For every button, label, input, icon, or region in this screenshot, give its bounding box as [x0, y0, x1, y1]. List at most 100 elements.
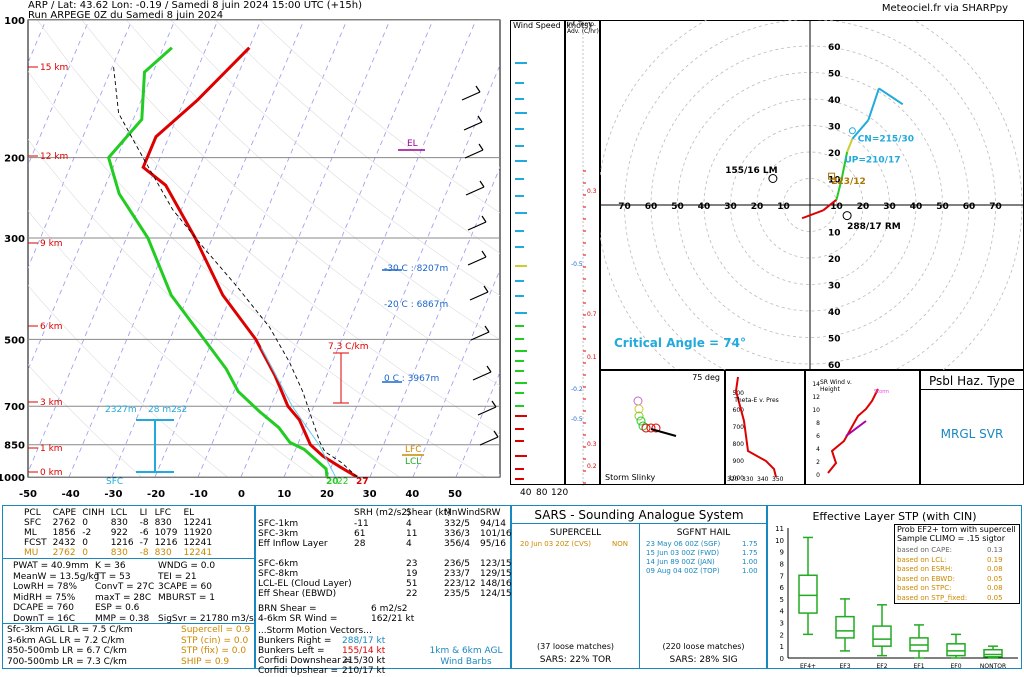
thermo-param: WNDG = 0.0 [158, 561, 216, 571]
adv-value: 0.3 [587, 441, 597, 448]
thermo-param: LowRH = 78% [13, 582, 78, 592]
thermo-param: SigSvr = 21780 m3/s3 [158, 613, 260, 624]
hodo-segment [878, 87, 904, 106]
hodo-tick-up: 50 [828, 70, 841, 80]
srw-htick: 10 [812, 407, 820, 414]
sars-hail-head: SGFNT HAIL [676, 528, 731, 538]
stp-ytick: 0 [780, 655, 784, 663]
motion-title: ...Storm Motion Vectors... [258, 626, 372, 636]
temp-tick: 20 [320, 489, 334, 500]
srw-htick: 4 [816, 446, 820, 453]
wind-barb [461, 85, 481, 101]
stp-prob-value: 0.05 [987, 574, 1003, 583]
thermo-cell: 922 [110, 528, 128, 538]
thermo-param: TT = 53 [95, 571, 131, 582]
hodo-tick-down: 10 [828, 229, 841, 239]
kinematics-panel: SRH (m2/s2) Shear (kt) MnWind SRW SFC-1km -11… [255, 505, 512, 676]
stp-panel: Effective Layer STP (with CIN) 0 1 2 3 4 5 6 7 8… [767, 505, 1022, 669]
temp-tick: 40 [405, 489, 419, 500]
wind-speed-title: Wind Speed (knots) [513, 21, 592, 30]
thermo-row: SFC 2762 0 830 -8 830 12241 [21, 518, 215, 528]
dry-adiabat [215, 20, 500, 254]
temp-tick: 0 [238, 489, 245, 500]
thermo-param: MidRH = 75% [13, 592, 76, 603]
brn-label: BRN Shear = [258, 604, 317, 614]
wind-barb [470, 325, 490, 341]
adv-value: 0.7 [587, 311, 597, 318]
kin-cell: 51 [406, 579, 418, 589]
sr-wind-panel: 14 12 10 8 6 4 2 0 Storm SR Wind v. Height [805, 370, 920, 485]
hodo-tick-right: 10 [830, 202, 843, 212]
dry-adiabat [37, 20, 500, 435]
height-label: 15 km [40, 63, 68, 73]
stp-prob-value: 0.19 [987, 555, 1003, 564]
lapse-label: 7.3 C/km [328, 342, 368, 352]
wind-tick-40: 40 [520, 488, 532, 498]
thermo-param: PWAT = 40.9mm [13, 561, 89, 571]
theta-ptick: 700 [733, 424, 745, 431]
dry-adiabat [28, 70, 486, 477]
temp-adv-panel: Inf. Temp. Adv. (C/hr) 0.3 -0.5 0.7 0.1 -0.2… [565, 20, 600, 486]
stp-prob-label: based on STPC: [897, 584, 952, 592]
stp-category: EF0 [950, 663, 961, 669]
thermo-param: ESP = 0.6 [95, 603, 140, 613]
hodo-tick-right: 40 [910, 202, 923, 212]
stp-ytick: 1 [780, 643, 784, 651]
wind-barb [479, 430, 499, 446]
isotherm-line [154, 20, 348, 477]
kin-cell: Eff Shear (EBWD) [258, 589, 337, 599]
isotherm-line [498, 473, 500, 477]
eff-srh-label: 28 m2s2 [148, 405, 187, 415]
isotherm-line [28, 20, 219, 474]
thermo-cell: 0 [82, 548, 88, 558]
stp-ytick: 9 [780, 549, 784, 557]
stp-box [983, 648, 1003, 658]
thermo-param: TEI = 21 [158, 571, 197, 582]
pressure-tick: 300 [4, 234, 25, 245]
motion-label: Corfidi Downshear = [258, 656, 352, 666]
thermo-cell: 12241 [183, 548, 213, 558]
slinky-circle [633, 396, 643, 406]
srw-mark [845, 420, 867, 437]
slinky-circle [651, 423, 661, 433]
hodo-tick-down: 30 [828, 282, 841, 292]
theta-e-panel: 500 600 700 800 900 1000 320 330 340 350 Theta-E … [725, 370, 805, 485]
temp-tick: -10 [190, 489, 208, 500]
kin-cell: 236/5 [444, 559, 470, 569]
stp-ytick: 7 [780, 572, 784, 580]
kin-head: SRH (m2/s2) [354, 508, 411, 518]
stp-category: EF3 [839, 663, 850, 669]
stp-prob-label: based on EBWD: [897, 574, 955, 583]
srw-htick: 6 [816, 433, 820, 440]
thermo-cell: -8 [139, 548, 149, 558]
index-value: STP (cin) = 0.0 [181, 635, 249, 646]
header-line2: Run ARPEGE 0Z du Samedi 8 juin 2024 [28, 10, 224, 21]
thermo-cell: 830 [154, 518, 172, 528]
lapse-rate: 3-6km AGL LR = 7.2 C/km [7, 635, 125, 646]
slinky-circle [634, 404, 644, 414]
pressure-tick: 850 [4, 441, 25, 452]
srw-htick: 12 [812, 394, 820, 401]
thermo-cell: 1216 [154, 538, 178, 548]
adv-value: -0.5 [571, 261, 583, 268]
srw46-label: 4-6km SR Wind = [258, 614, 338, 624]
stp-category: EF1 [913, 663, 924, 669]
wind-barb [477, 400, 497, 416]
sfc-td2-label: 22 [337, 477, 348, 487]
sars-supercell-head: SUPERCELL [549, 528, 602, 538]
barb-staff [479, 436, 499, 446]
parcel-line [112, 64, 358, 477]
kin-cell: 61 [354, 529, 366, 539]
thermo-cell: -7 [139, 538, 149, 548]
skewt-plot [28, 20, 500, 477]
thermo-param: maxT = 28C [95, 592, 152, 603]
kin-head: SRW [480, 508, 501, 518]
kin-cell: SFC-8km [258, 569, 299, 579]
barb-flag [481, 250, 487, 258]
header-line1: ARP / Lat: 43.62 Lon: -0.19 / Samedi 8 j… [28, 0, 363, 11]
kin-cell: SFC-3km [258, 529, 299, 539]
stp-prob-value: 0.13 [987, 546, 1003, 554]
barb-staff [467, 256, 487, 266]
thermo-cell: -8 [139, 518, 149, 528]
thermo-cell: 1856 [52, 528, 76, 538]
